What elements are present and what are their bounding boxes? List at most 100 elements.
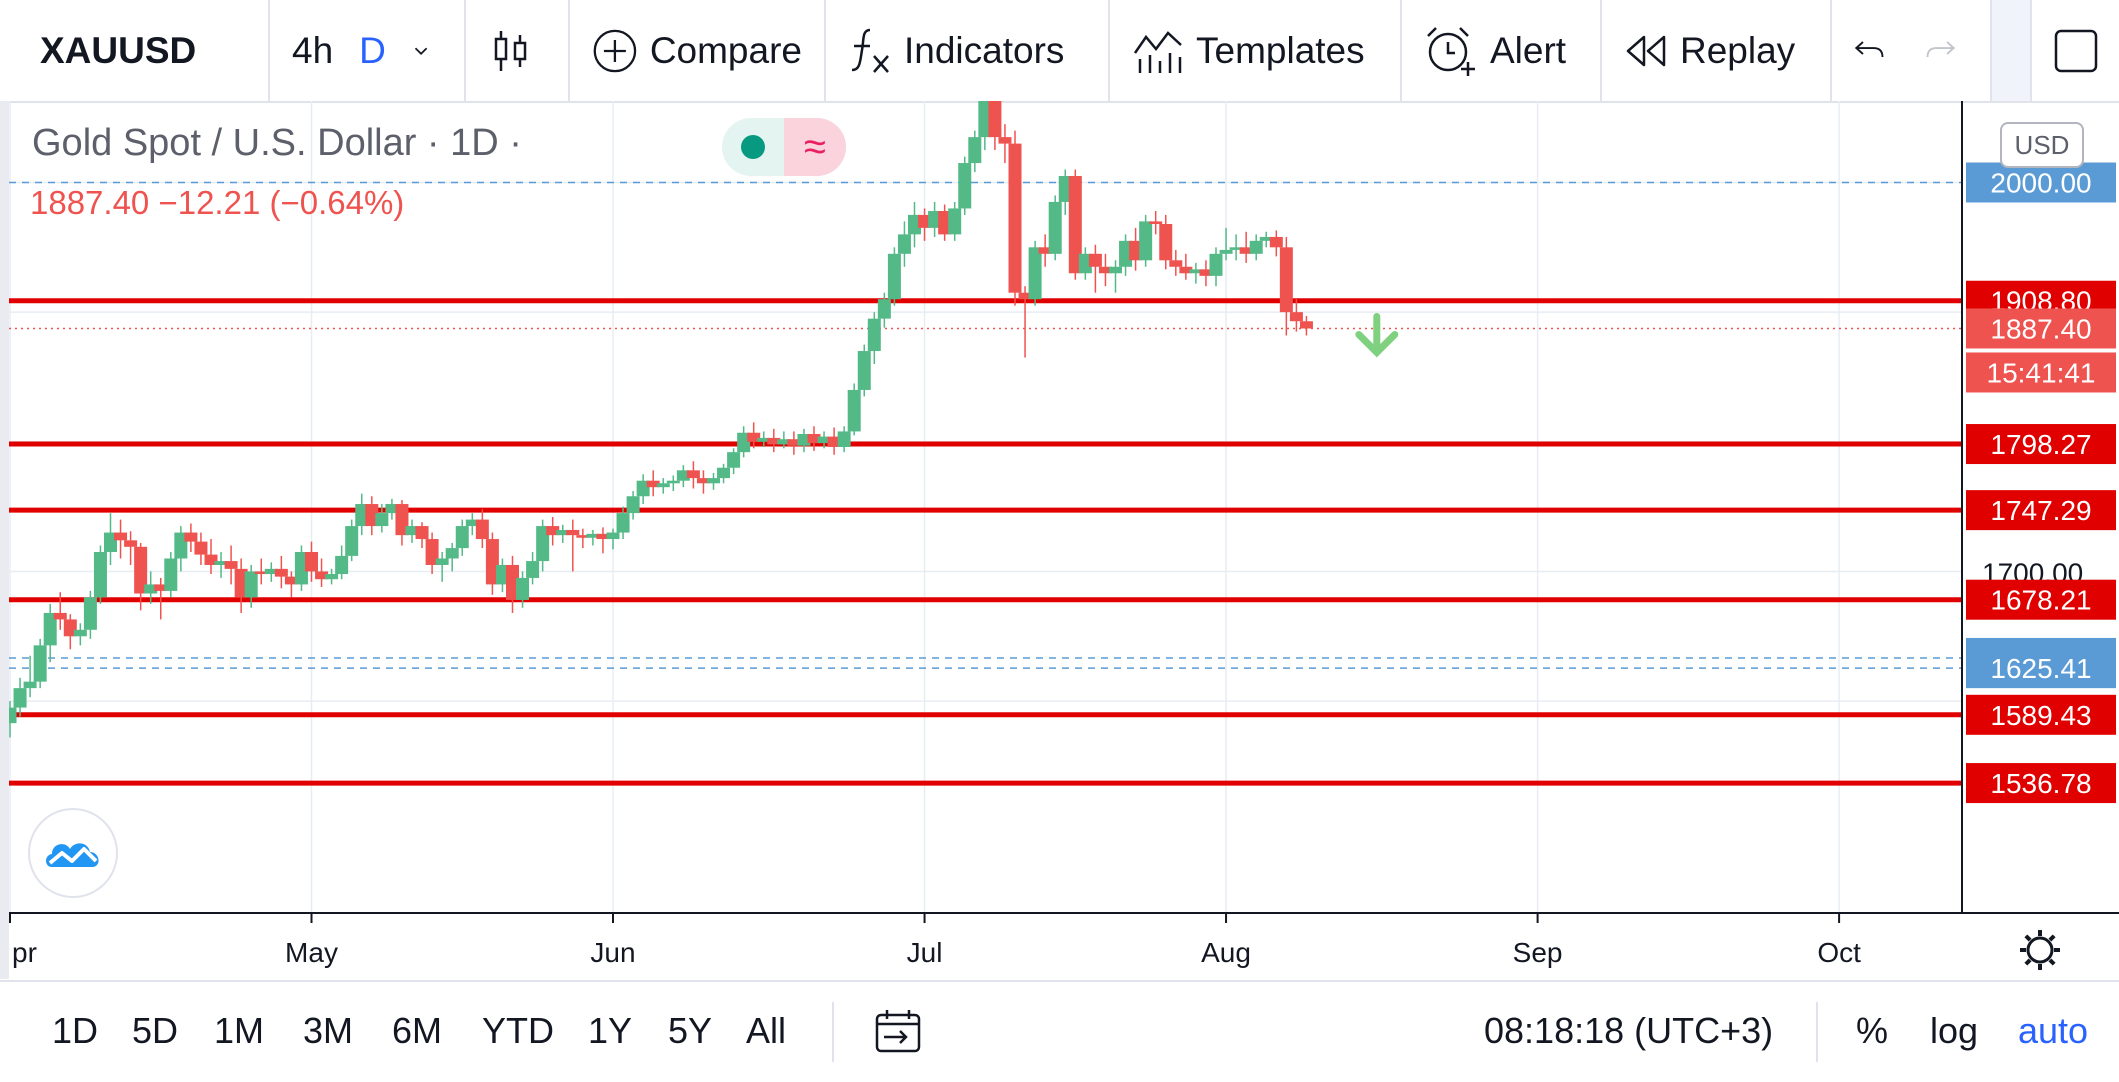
log-toggle[interactable]: log: [1930, 1010, 1979, 1051]
range-3m[interactable]: 3M: [303, 1010, 354, 1051]
candle-down: [124, 540, 138, 547]
candle-up: [536, 526, 550, 562]
candle-up: [978, 101, 992, 138]
candle-down: [1098, 266, 1112, 274]
level-price-label-bg: [1966, 424, 2116, 465]
gear-icon-tooth: [2024, 934, 2032, 942]
candle-up: [495, 564, 509, 585]
interval-selector[interactable]: 4h D: [270, 0, 466, 101]
candle-up: [968, 137, 982, 164]
calendar-goto-icon[interactable]: [874, 1008, 922, 1054]
level-price-label-bg: [1966, 579, 2116, 620]
range-5y[interactable]: 5Y: [668, 1010, 713, 1051]
candle-down: [134, 546, 148, 594]
time-tick-label: Jun: [590, 937, 635, 968]
candle-up: [325, 574, 339, 580]
level-price-label-bg: [1966, 763, 2116, 804]
templates-icon: [1133, 30, 1182, 73]
candle-up: [104, 532, 117, 553]
interval-4h[interactable]: 4h: [292, 29, 334, 71]
level-price-label-bg: [1966, 694, 2116, 735]
candle-down: [154, 584, 168, 591]
alert-button[interactable]: Alert: [1402, 0, 1602, 101]
fullscreen-button[interactable]: [2032, 0, 2119, 101]
candle-up: [707, 478, 720, 484]
last-price-label: 1887.40: [1990, 313, 2091, 344]
undo-icon[interactable]: [1854, 35, 1884, 67]
candle-up: [445, 548, 459, 559]
range-1m[interactable]: 1M: [214, 1010, 265, 1051]
candle-up: [666, 480, 680, 484]
candle-up: [817, 436, 831, 444]
candle-up: [23, 681, 37, 689]
range-5d[interactable]: 5D: [132, 1010, 179, 1051]
range-all[interactable]: All: [746, 1010, 787, 1051]
candle-up: [1229, 247, 1243, 250]
range-6m[interactable]: 6M: [392, 1010, 443, 1051]
clock-timezone[interactable]: 08:18:18 (UTC+3): [1484, 1010, 1774, 1051]
level-price-label-bg: [1966, 648, 2116, 689]
currency-badge[interactable]: USD: [2000, 122, 2084, 168]
candle-down: [234, 568, 248, 598]
candle-up: [676, 470, 690, 481]
time-tick-label: Jul: [907, 937, 943, 968]
last-price-label-bg: [1966, 308, 2116, 349]
candle-up: [1209, 253, 1223, 276]
candle-up: [93, 552, 107, 598]
candle-down: [315, 571, 329, 580]
candle-down: [827, 436, 841, 447]
candle-up: [616, 513, 630, 533]
divider: [832, 1002, 834, 1062]
chevron-down-icon[interactable]: [412, 38, 430, 64]
candle-down: [1239, 247, 1253, 254]
candle-up: [526, 561, 540, 578]
gear-icon-tooth: [2048, 934, 2056, 942]
candle-down: [1169, 260, 1183, 267]
level-price-label-bg: [1966, 162, 2116, 203]
toolbar-divider: [1992, 0, 2032, 101]
candle-up: [606, 532, 620, 540]
candle-down: [696, 478, 710, 484]
range-1y[interactable]: 1Y: [588, 1010, 633, 1051]
bottom-toolbar: 1D 5D 1M 3M 6M YTD 1Y 5Y All 08:18:18 (U…: [0, 980, 2119, 1082]
candle-up: [1119, 240, 1133, 267]
compare-button[interactable]: Compare: [570, 0, 826, 101]
candle-up: [636, 480, 650, 497]
redo-icon[interactable]: [1926, 35, 1956, 67]
candle-up: [847, 389, 861, 432]
percent-toggle[interactable]: %: [1856, 1010, 1889, 1051]
candle-down: [395, 504, 409, 536]
chart-area[interactable]: 2100.001700.001908.801798.271747.291678.…: [0, 101, 2119, 979]
candle-up: [556, 529, 570, 536]
symbol-search[interactable]: XAUUSD: [0, 0, 270, 101]
chart-type-button[interactable]: [466, 0, 570, 101]
candle-up: [837, 431, 851, 447]
candle-up: [385, 504, 399, 514]
range-ytd[interactable]: YTD: [482, 1010, 554, 1051]
candle-up: [1189, 269, 1203, 274]
replay-button[interactable]: Replay: [1602, 0, 1832, 101]
templates-button[interactable]: Templates: [1110, 0, 1402, 101]
time-tick-label: Oct: [1817, 937, 1861, 968]
candles-icon: [494, 30, 527, 71]
candle-down: [918, 214, 932, 228]
legend-title: Gold Spot / U.S. Dollar · 1D ·: [32, 122, 522, 164]
candle-up: [757, 437, 771, 442]
indicators-button[interactable]: Indicators: [826, 0, 1110, 101]
candle-down: [63, 619, 77, 637]
legend-status-toggle[interactable]: ≈: [722, 118, 846, 176]
range-1d[interactable]: 1D: [52, 1010, 99, 1051]
candle-up: [1078, 253, 1092, 274]
interval-d[interactable]: D: [359, 29, 386, 71]
candle-up: [958, 163, 972, 209]
plus-circle-icon: [593, 29, 637, 72]
candle-up: [355, 504, 369, 527]
candle-down: [767, 437, 781, 445]
candle-down: [1299, 321, 1313, 329]
price-chart[interactable]: 2100.001700.001908.801798.271747.291678.…: [0, 101, 2119, 979]
candle-down: [1289, 312, 1303, 322]
candle-up: [13, 688, 27, 708]
auto-toggle[interactable]: auto: [2018, 1010, 2089, 1051]
tradingview-logo[interactable]: [28, 808, 118, 898]
cloud-logo-icon: [46, 843, 99, 867]
